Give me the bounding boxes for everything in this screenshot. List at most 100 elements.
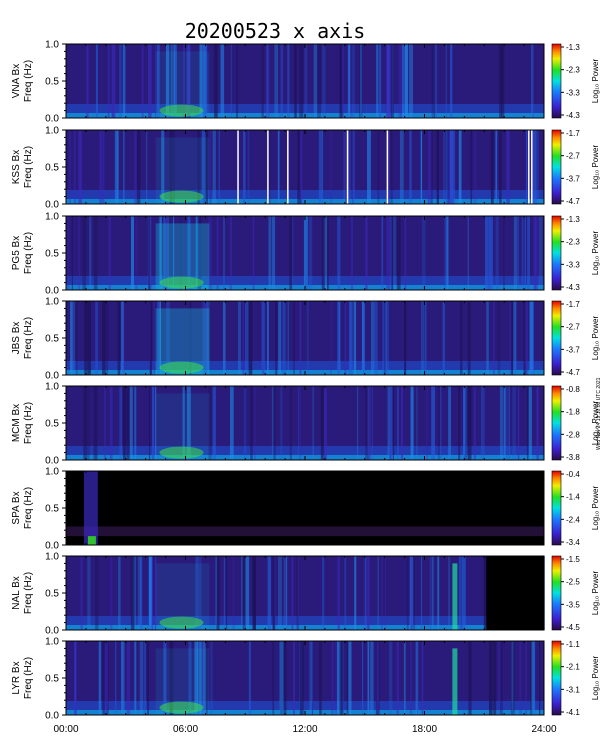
spectrogram-streak (536, 386, 539, 460)
spectrogram-streak (304, 44, 308, 118)
colorbar-tick-label: -1.8 (566, 408, 580, 417)
spectrogram-streak (528, 386, 532, 460)
spectrogram-streak (337, 216, 341, 290)
spectrogram-streak (272, 556, 275, 630)
spectrogram-streak (157, 301, 161, 375)
colorbar-tick-label: -2.4 (566, 515, 580, 524)
spectrogram-activity-patch (159, 616, 204, 629)
spectrogram-streak (486, 301, 489, 375)
spectrogram-streak (354, 556, 357, 630)
y-tick-label: 0.5 (45, 77, 59, 88)
spectrogram-streak (499, 44, 502, 118)
spectrogram-streak (216, 556, 220, 630)
spectrogram-streak (198, 130, 201, 204)
spectrogram-streak (209, 130, 211, 204)
spectrogram-activity-patch (159, 361, 204, 374)
x-tick-label: 06:00 (173, 724, 198, 735)
spectrogram-streak (226, 556, 228, 630)
spectrogram-activity-patch (159, 276, 204, 289)
spectrogram-streak (410, 386, 414, 460)
spectrogram-streak (322, 216, 325, 290)
colorbar-tick-label: -4.3 (566, 283, 580, 292)
spectrogram-streak (294, 44, 297, 118)
spectrogram-streak (236, 44, 239, 118)
spectrogram-streak (391, 216, 394, 290)
figure-title: 20200523 x axis (185, 19, 366, 43)
spectrogram-streak (448, 386, 452, 460)
spectrogram-streak (283, 641, 287, 715)
spectrogram-event (452, 563, 458, 630)
spectrogram-streak (348, 44, 353, 118)
spectrogram-streak (320, 386, 324, 460)
spectrogram-streak (248, 301, 253, 375)
station-label: LYR Bx (11, 661, 22, 694)
spectrogram-streak (82, 216, 87, 290)
colorbar (551, 300, 562, 376)
spectrogram-streak (122, 386, 126, 460)
spectrogram-streak (120, 641, 123, 715)
y-tick-label: 1.0 (45, 126, 59, 137)
spectrogram-streak (448, 386, 451, 460)
spectrogram-streak (95, 556, 99, 630)
y-tick-label: 0.0 (45, 200, 59, 211)
spectrogram-streak (397, 216, 401, 290)
spectrogram-streak (438, 386, 440, 460)
spectrogram-streak (84, 301, 88, 375)
spectrogram-streak (148, 556, 152, 630)
spectrogram-streak (78, 216, 81, 290)
spectrogram-streak (232, 556, 235, 630)
spectrogram-streak (286, 556, 288, 630)
spectrogram-streak (297, 556, 299, 630)
spectrogram-streak (449, 130, 454, 204)
spectrogram-streak (445, 130, 448, 204)
spectrogram-streak (230, 386, 234, 460)
spectrogram-streak (187, 216, 191, 290)
spectrogram-streak (496, 130, 498, 204)
spectrogram-streak (252, 556, 256, 630)
spectrogram-streak (202, 301, 206, 375)
spectrogram-streak (134, 130, 137, 204)
spectrogram-streak (104, 386, 106, 460)
spectrogram-streak (245, 301, 249, 375)
spectrogram-streak (364, 556, 367, 630)
colorbar-tick-label: -4.7 (566, 197, 580, 206)
spectrogram-streak (386, 301, 389, 375)
spectrogram-streak (76, 301, 78, 375)
colorbar-tick-label: -3.3 (566, 260, 580, 269)
spectrogram-streak (299, 641, 304, 715)
spectrogram-streak (513, 301, 517, 375)
colorbar-tick-label: -2.7 (566, 323, 580, 332)
spectrogram-streak (390, 130, 393, 204)
spectrogram-streak (384, 556, 387, 630)
data-gap (528, 130, 530, 204)
spectrogram-streak (261, 301, 266, 375)
spectrogram-streak (121, 641, 125, 715)
spectrogram-streak (166, 301, 170, 375)
spectrogram-streak (170, 44, 173, 118)
spectrogram-streak (268, 216, 272, 290)
colorbar (551, 640, 562, 716)
spectrogram-streak (163, 216, 166, 290)
spectrogram-streak (367, 386, 371, 460)
spectrogram-streak (195, 556, 199, 630)
spectrogram-streak (348, 301, 353, 375)
colorbar-tick-label: -3.3 (566, 88, 580, 97)
spectrogram-streak (74, 130, 76, 204)
data-gap (531, 130, 533, 204)
colorbar-label: Log₁₀ Power (591, 571, 600, 616)
spectrogram-streak (344, 556, 347, 630)
spectrogram-streak (404, 44, 409, 118)
freq-axis-label: Freq (Hz) (23, 317, 34, 359)
spectrogram-streak (467, 216, 469, 290)
spectrogram-streak (517, 386, 520, 460)
spectrogram-streak (202, 641, 206, 715)
spectrogram-streak (331, 641, 334, 715)
spectrogram-streak (111, 44, 116, 118)
spectrogram-streak (421, 216, 426, 290)
spectrogram-streak (163, 641, 167, 715)
x-tick-label: 00:00 (53, 724, 78, 735)
spectrogram-streak (319, 641, 323, 715)
spectrogram-streak (166, 216, 169, 290)
spectrogram-streak (70, 301, 73, 375)
spectrogram-streak (323, 216, 328, 290)
